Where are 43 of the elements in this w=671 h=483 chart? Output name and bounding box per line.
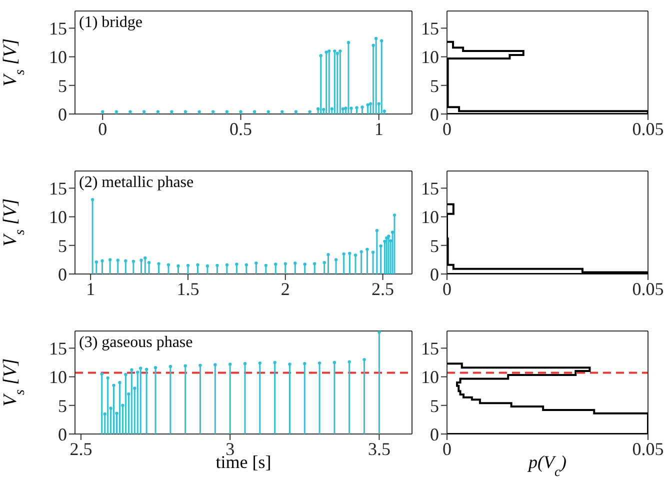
y-tick-label: 5 <box>430 76 439 96</box>
x-tick-label: 1.5 <box>176 278 200 299</box>
y-tick-label: 0 <box>430 264 439 284</box>
y-tick-label: 10 <box>421 207 439 228</box>
y-tick-label: 15 <box>49 18 67 39</box>
y-tick-label: 10 <box>421 47 439 68</box>
y-tick-label: 5 <box>430 396 439 416</box>
y-tick-label: 10 <box>49 207 67 228</box>
y-tick-label: 15 <box>49 338 67 359</box>
y-tick-label: 15 <box>421 178 439 199</box>
x-tick-label: 0 <box>442 118 452 139</box>
annotation: (2) metallic phase <box>79 174 194 192</box>
x-tick-label: 0 <box>442 278 452 299</box>
annotation: (3) gaseous phase <box>79 334 193 352</box>
y-tick-label: 0 <box>58 424 67 444</box>
y-tick-label: 10 <box>49 367 67 388</box>
x-tick-label: 0.05 <box>632 438 664 459</box>
x-tick-label: 3.5 <box>368 438 390 459</box>
x-axis-title: p(V$_{c}$) <box>526 452 566 478</box>
y-tick-label: 0 <box>430 104 439 124</box>
x-tick-label: 2.5 <box>70 438 92 459</box>
y-tick-label: 5 <box>58 396 67 416</box>
x-tick-label: 1 <box>374 118 384 139</box>
x-tick-label: 0.05 <box>632 278 664 299</box>
annotation: (1) bridge <box>79 14 143 32</box>
y-tick-label: 10 <box>49 47 67 68</box>
x-tick-label: 1 <box>86 278 96 299</box>
y-tick-label: 15 <box>49 178 67 199</box>
y-tick-label: 15 <box>421 338 439 359</box>
y-tick-label: 0 <box>58 104 67 124</box>
x-tick-label: 0 <box>442 438 452 459</box>
y-tick-label: 5 <box>58 236 67 256</box>
x-tick-label: 2 <box>280 278 290 299</box>
y-tick-label: 0 <box>430 424 439 444</box>
x-tick-label: 0.05 <box>632 118 664 139</box>
y-tick-label: 15 <box>421 18 439 39</box>
x-tick-label: 2.5 <box>372 278 394 299</box>
x-tick-label: 0.5 <box>229 118 252 139</box>
x-tick-label: 0 <box>98 118 108 139</box>
y-tick-label: 10 <box>421 367 439 388</box>
y-tick-label: 5 <box>58 76 67 96</box>
y-tick-label: 0 <box>58 264 67 284</box>
y-tick-label: 5 <box>430 236 439 256</box>
